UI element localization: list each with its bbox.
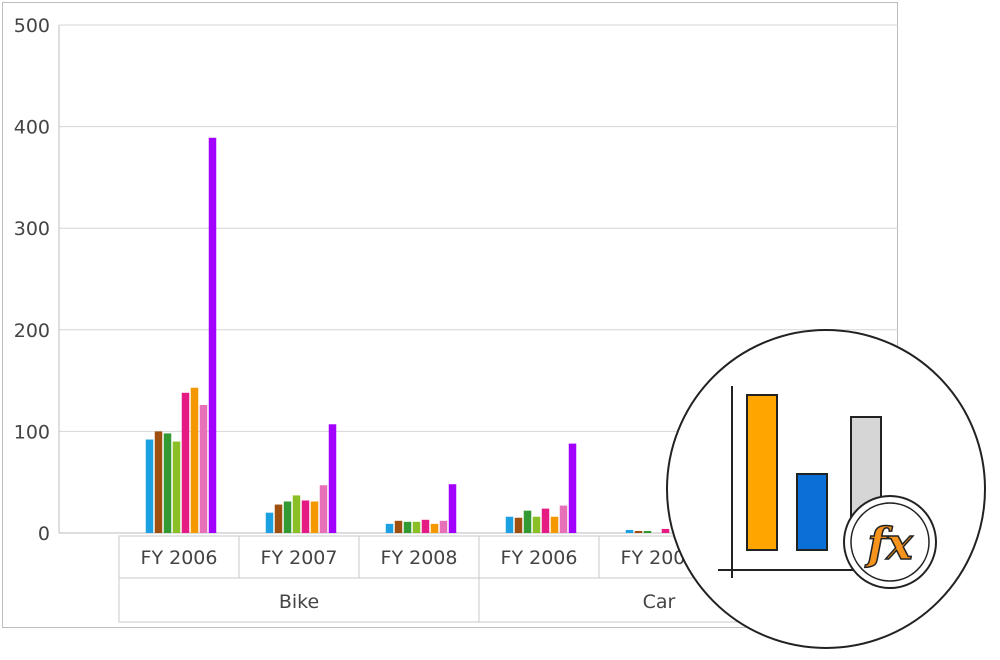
badge-bar-blue (796, 473, 828, 551)
y-tick-label: 400 (14, 117, 50, 139)
bar (301, 500, 310, 533)
bar (550, 516, 559, 533)
bar (514, 517, 523, 533)
bar (403, 521, 412, 533)
bar (199, 404, 208, 533)
category-label: FY 2007 (261, 547, 338, 569)
bar (310, 501, 319, 533)
category-label: FY 2006 (141, 547, 218, 569)
bar (394, 520, 403, 533)
bar (421, 519, 430, 533)
category-cell (358, 535, 480, 579)
y-tick-label: 100 (14, 421, 50, 443)
bar (265, 512, 274, 533)
bar (172, 441, 181, 533)
bar (154, 431, 163, 533)
bar (439, 520, 448, 533)
group-label: Bike (279, 591, 319, 613)
category-cell (478, 535, 600, 579)
badge-bar-orange (746, 394, 778, 551)
bar (145, 439, 154, 533)
bar (412, 521, 421, 533)
category-label: FY 2008 (381, 547, 458, 569)
bar (319, 485, 328, 533)
bar (208, 137, 217, 533)
group-label: Car (643, 591, 676, 613)
bar (163, 433, 172, 533)
bars (145, 137, 670, 533)
bar (448, 484, 457, 533)
bar (385, 523, 394, 533)
bar (568, 443, 577, 533)
formula-chart-icon: fx (666, 329, 986, 649)
group-cell (118, 577, 480, 623)
fx-label: fx (864, 519, 913, 570)
bar (181, 392, 190, 533)
category-label: FY 2006 (501, 547, 578, 569)
bar (190, 387, 199, 533)
bar (292, 495, 301, 533)
bar (274, 504, 283, 533)
bar (541, 508, 550, 533)
bar (430, 523, 439, 533)
bar (532, 516, 541, 533)
y-tick-label: 0 (38, 523, 50, 545)
bar (559, 505, 568, 533)
y-axis-ticks: 0 100 200 300 400 500 (14, 15, 50, 545)
category-cell (118, 535, 240, 579)
bar (523, 510, 532, 533)
fx-badge-inner (850, 502, 930, 582)
y-tick-label: 500 (14, 15, 50, 37)
y-tick-label: 300 (14, 218, 50, 240)
bar (328, 424, 337, 533)
bar (505, 516, 514, 533)
bar (643, 530, 652, 533)
bar (625, 529, 634, 533)
chart-frame: 0 100 200 300 400 500 FY 2006 FY 2007 FY 2008 FY… (2, 2, 898, 628)
bar (283, 501, 292, 533)
category-cell (238, 535, 360, 579)
y-tick-label: 200 (14, 320, 50, 342)
bar (634, 530, 643, 533)
bar (661, 528, 670, 533)
category-label: FY 2007 (621, 547, 698, 569)
